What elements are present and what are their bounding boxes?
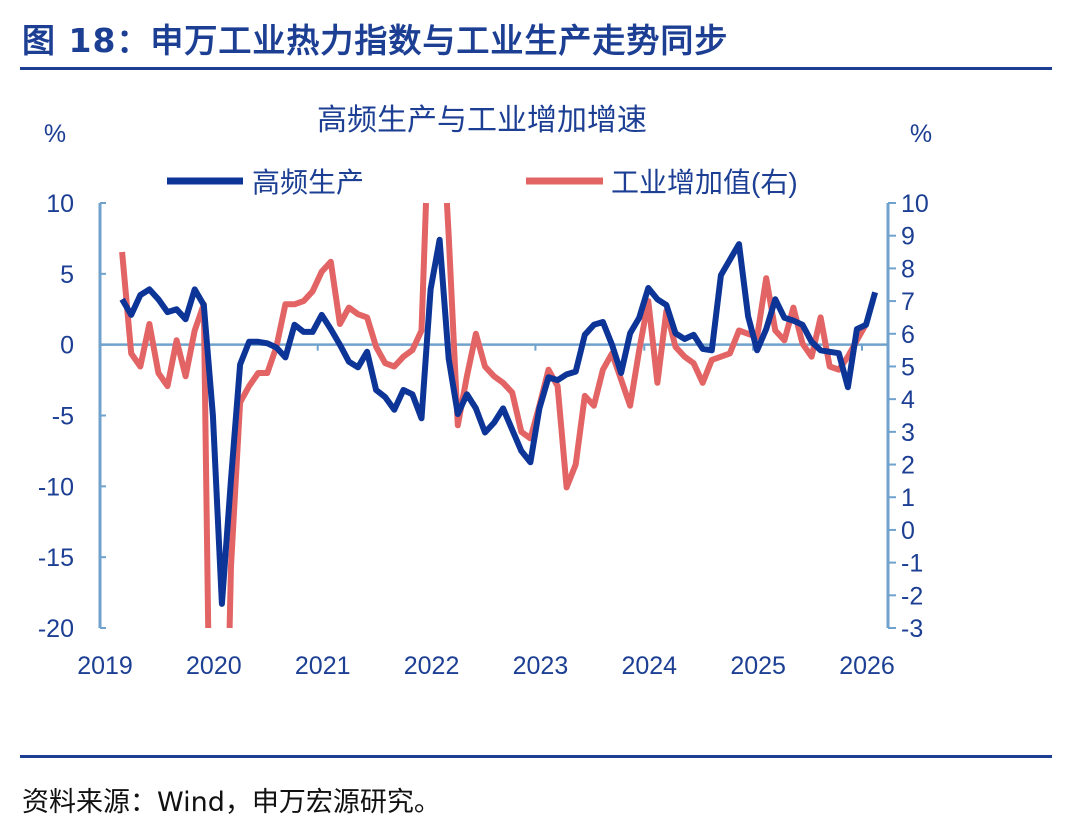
- legend: 高频生产 工业增加值(右): [167, 167, 798, 198]
- right-tick-label: 7: [901, 288, 915, 316]
- right-tick-label: -1: [901, 550, 923, 578]
- source-note: 资料来源：Wind，申万宏源研究。: [22, 787, 441, 818]
- right-axis-unit: %: [910, 120, 932, 148]
- right-tick-label: 9: [901, 223, 915, 251]
- left-axis-unit: %: [44, 120, 66, 148]
- right-tick-label: 8: [901, 255, 915, 283]
- left-tick-label: 5: [60, 261, 74, 289]
- right-tick-label: 4: [901, 386, 915, 414]
- bottom-rule: [20, 755, 1052, 758]
- x-tick-label: 2023: [513, 652, 569, 680]
- x-tick-label: 2026: [839, 652, 895, 680]
- right-tick-label: -2: [901, 582, 923, 610]
- left-tick-label: -10: [38, 473, 74, 501]
- right-tick-label: 5: [901, 353, 915, 381]
- left-tick-label: -15: [38, 544, 74, 572]
- x-tick-label: 2024: [621, 652, 677, 680]
- x-tick-label: 2019: [77, 652, 133, 680]
- left-tick-label: 10: [46, 190, 74, 218]
- figure-title: 图 18：申万工业热力指数与工业生产走势同步: [22, 21, 729, 60]
- top-rule: [20, 67, 1052, 70]
- x-tick-label: 2021: [295, 652, 351, 680]
- right-tick-label: 10: [901, 190, 929, 218]
- right-tick-label: 2: [901, 452, 915, 480]
- x-tick-label: 2025: [730, 652, 786, 680]
- chart-title: 高频生产与工业增加增速: [317, 104, 647, 137]
- series-line-industrial-va: [119, 202, 869, 629]
- series-line-high-freq: [119, 236, 878, 607]
- x-tick-label: 2022: [404, 652, 460, 680]
- x-tick-label: 2020: [186, 652, 242, 680]
- right-tick-label: 6: [901, 321, 915, 349]
- chart: 高频生产与工业增加增速 % % 高频生产 工业增加值(右) 1050-5-10-…: [38, 104, 932, 680]
- right-tick-label: -3: [901, 615, 923, 643]
- left-tick-label: -5: [52, 403, 74, 431]
- legend-label-high-freq: 高频生产: [252, 167, 364, 198]
- left-tick-label: 0: [60, 332, 74, 360]
- left-tick-label: -20: [38, 615, 74, 643]
- legend-label-industrial-va: 工业增加值(右): [611, 167, 798, 198]
- right-tick-label: 3: [901, 419, 915, 447]
- right-tick-label: 1: [901, 484, 915, 512]
- right-tick-label: 0: [901, 517, 915, 545]
